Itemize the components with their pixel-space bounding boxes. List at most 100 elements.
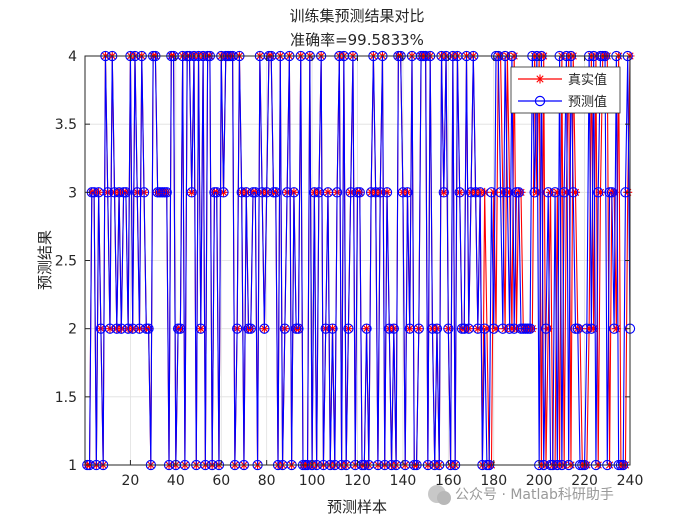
wechat-logo-icon-2 bbox=[437, 491, 451, 505]
data-point-predicted bbox=[524, 323, 536, 334]
x-tick-label: 80 bbox=[258, 473, 276, 489]
data-point-predicted bbox=[472, 323, 484, 334]
data-point-predicted bbox=[116, 323, 127, 334]
data-point-predicted bbox=[111, 323, 122, 334]
y-tick-label: 3 bbox=[68, 185, 77, 201]
data-point-predicted bbox=[127, 323, 138, 334]
data-point-predicted bbox=[608, 323, 620, 334]
data-point-predicted bbox=[402, 187, 413, 198]
series-line-predicted bbox=[87, 55, 631, 466]
legend-box bbox=[510, 66, 621, 114]
data-point-predicted bbox=[327, 323, 338, 334]
data-point-predicted bbox=[381, 187, 393, 198]
watermark: 公众号 · Matlab科研助手 bbox=[428, 485, 614, 505]
x-axis-label: 预测样本 bbox=[327, 498, 387, 516]
data-point-predicted bbox=[138, 187, 150, 198]
y-tick-label: 1.5 bbox=[55, 390, 77, 406]
data-point-true bbox=[589, 324, 599, 334]
data-point-predicted bbox=[504, 323, 515, 334]
data-point-true bbox=[561, 187, 571, 197]
data-point-predicted bbox=[388, 323, 399, 334]
data-point-predicted bbox=[470, 187, 481, 198]
data-point-predicted bbox=[454, 187, 465, 198]
x-tick-label: 240 bbox=[617, 473, 644, 489]
data-point-true bbox=[595, 187, 605, 197]
data-point-predicted bbox=[256, 187, 268, 198]
data-point-predicted bbox=[245, 323, 256, 334]
data-point-predicted bbox=[438, 187, 449, 198]
data-point-true bbox=[552, 187, 562, 197]
watermark-text: 公众号 · Matlab科研助手 bbox=[455, 487, 614, 503]
data-point-predicted bbox=[186, 187, 197, 198]
data-point-predicted bbox=[397, 187, 409, 198]
data-point-predicted bbox=[293, 323, 304, 334]
y-tick-label: 2 bbox=[68, 322, 77, 338]
data-point-predicted bbox=[132, 187, 143, 198]
data-point-predicted bbox=[250, 187, 261, 198]
data-point-predicted bbox=[113, 187, 125, 198]
data-point-predicted bbox=[540, 323, 552, 334]
data-point-predicted bbox=[361, 323, 372, 334]
data-point-predicted bbox=[459, 323, 470, 334]
data-point-true bbox=[532, 187, 542, 197]
data-point-predicted bbox=[211, 187, 222, 198]
data-point-predicted bbox=[104, 323, 116, 334]
x-tick-label: 200 bbox=[526, 473, 553, 489]
data-point-predicted bbox=[102, 187, 113, 198]
legend-label-true: 真实值 bbox=[568, 72, 607, 88]
data-point-true bbox=[611, 324, 621, 334]
legend-asterisk-icon bbox=[535, 74, 545, 84]
data-point-predicted bbox=[427, 323, 438, 334]
data-point-predicted bbox=[431, 323, 443, 334]
data-point-predicted bbox=[288, 187, 300, 198]
data-point-predicted bbox=[370, 187, 381, 198]
y-axis-label: 预测结果 bbox=[36, 230, 54, 290]
x-tick-label: 40 bbox=[167, 473, 185, 489]
y-tick-label: 3.5 bbox=[55, 117, 77, 133]
data-point-true bbox=[489, 187, 499, 197]
data-point-predicted bbox=[161, 187, 172, 198]
data-point-predicted bbox=[375, 187, 386, 198]
legend-marker-pred bbox=[534, 95, 546, 107]
x-tick-label: 140 bbox=[390, 473, 417, 489]
data-point-predicted bbox=[279, 323, 290, 334]
data-point-predicted bbox=[581, 323, 593, 334]
data-point-predicted bbox=[586, 323, 597, 334]
data-point-predicted bbox=[231, 323, 243, 334]
data-point-predicted bbox=[343, 323, 354, 334]
data-point-predicted bbox=[309, 187, 320, 198]
data-point-true bbox=[584, 324, 594, 334]
data-point-predicted bbox=[122, 323, 134, 334]
data-point-predicted bbox=[281, 187, 293, 198]
y-tick-label: 4 bbox=[68, 49, 77, 65]
data-point-true bbox=[505, 187, 515, 197]
data-point-predicted bbox=[593, 187, 604, 198]
data-point-predicted bbox=[384, 323, 395, 334]
data-point-true bbox=[543, 324, 553, 334]
data-point-predicted bbox=[195, 323, 206, 334]
x-tick-label: 20 bbox=[122, 473, 140, 489]
data-point-predicted bbox=[606, 187, 617, 198]
data-point-predicted bbox=[236, 187, 247, 198]
data-point-predicted bbox=[529, 187, 540, 198]
data-point-true bbox=[491, 324, 501, 334]
data-point-predicted bbox=[331, 187, 343, 198]
y-tick-label: 1 bbox=[68, 458, 77, 474]
legend: 真实值 预测值 bbox=[510, 66, 621, 114]
data-point-predicted bbox=[270, 187, 281, 198]
data-point-predicted bbox=[320, 323, 331, 334]
data-point-predicted bbox=[513, 187, 524, 198]
data-point-true bbox=[571, 187, 580, 197]
data-point-predicted bbox=[120, 187, 132, 198]
data-point-predicted bbox=[495, 187, 506, 198]
chart-title: 训练集预测结果对比 bbox=[289, 7, 424, 25]
x-tick-label: 120 bbox=[344, 473, 371, 489]
data-point-predicted bbox=[474, 187, 486, 198]
data-point-predicted bbox=[354, 187, 365, 198]
x-tick-label: 180 bbox=[480, 473, 507, 489]
y-tick-label: 2.5 bbox=[55, 254, 77, 270]
data-point-predicted bbox=[443, 323, 454, 334]
data-point-true bbox=[482, 324, 492, 334]
legend-marker-true bbox=[535, 74, 545, 84]
